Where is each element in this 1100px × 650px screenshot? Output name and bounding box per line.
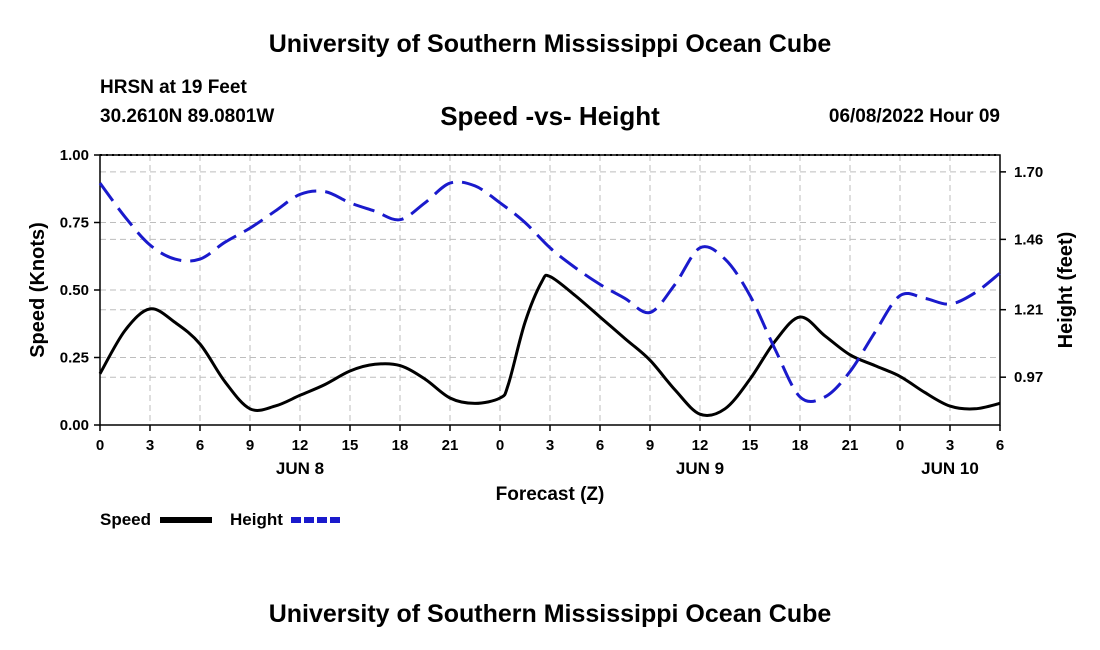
y2-axis-label: Height (feet) [1055, 232, 1077, 349]
y-axis-label: Speed (Knots) [27, 222, 49, 358]
x-date-label: JUN 10 [921, 459, 979, 478]
y-tick-label: 1.00 [60, 147, 89, 164]
footer-title: University of Southern Mississippi Ocean… [268, 600, 832, 628]
y-tick-label: 0.25 [60, 350, 89, 367]
y2-tick-label: 1.70 [1014, 164, 1043, 181]
legend-speed-label: Speed [100, 510, 151, 529]
x-tick-label: 6 [596, 437, 604, 454]
x-tick-label: 21 [842, 437, 859, 454]
x-tick-label: 6 [996, 437, 1004, 454]
forecast-timestamp: 06/08/2022 Hour 09 [828, 106, 1000, 127]
x-tick-label: 0 [896, 437, 904, 454]
legend: Speed Height [100, 510, 342, 529]
x-tick-label: 9 [246, 437, 254, 454]
legend-height-label: Height [230, 510, 283, 529]
x-tick-label: 18 [792, 437, 809, 454]
y2-tick-label: 1.46 [1014, 231, 1043, 248]
chart-subtitle: Speed -vs- Height [440, 101, 660, 131]
station-label: HRSN at 19 Feet [100, 77, 247, 98]
y-tick-label: 0.50 [60, 282, 89, 299]
series-height-line [98, 180, 1001, 403]
y-tick-label: 0.75 [60, 215, 89, 232]
y-axis-right: 0.97 1.21 1.46 1.70 [1000, 164, 1043, 386]
chart-title: University of Southern Mississippi Ocean… [268, 30, 832, 58]
x-tick-label: 0 [496, 437, 504, 454]
series-layer [98, 180, 1001, 418]
x-tick-label: 12 [292, 437, 309, 454]
series-speed-line [98, 273, 1001, 418]
x-tick-label: 15 [742, 437, 759, 454]
y-tick-label: 0.00 [60, 417, 89, 434]
x-tick-label: 3 [946, 437, 954, 454]
y2-tick-label: 1.21 [1014, 302, 1043, 319]
chart-grid [100, 155, 1000, 425]
station-coordinates: 30.2610N 89.0801W [100, 106, 275, 127]
x-tick-label: 21 [442, 437, 459, 454]
x-tick-label: 3 [546, 437, 554, 454]
x-axis: 0 3 6 9 12 15 18 21 0 3 6 9 12 15 18 21 0 3 6 JUN 8 JUN 9 JUN… [96, 425, 1004, 478]
x-tick-label: 15 [342, 437, 359, 454]
x-tick-label: 12 [692, 437, 709, 454]
x-tick-label: 0 [96, 437, 104, 454]
x-axis-label: Forecast (Z) [496, 484, 605, 505]
x-date-label: JUN 9 [676, 459, 724, 478]
x-tick-label: 18 [392, 437, 409, 454]
x-tick-label: 3 [146, 437, 154, 454]
y2-tick-label: 0.97 [1014, 369, 1043, 386]
x-date-label: JUN 8 [276, 459, 324, 478]
x-tick-label: 6 [196, 437, 204, 454]
y-axis-left: 0.00 0.25 0.50 0.75 1.00 [60, 147, 100, 434]
x-tick-label: 9 [646, 437, 654, 454]
